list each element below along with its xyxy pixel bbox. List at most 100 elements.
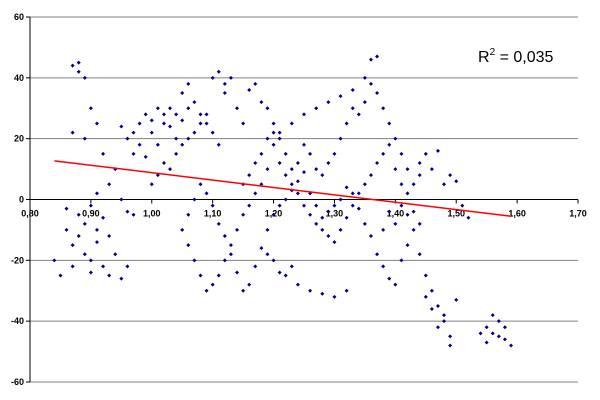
scatter-point (502, 325, 507, 330)
scatter-point (76, 234, 81, 238)
scatter-point (399, 258, 404, 263)
scatter-point (76, 69, 81, 74)
scatter-point (265, 106, 270, 111)
scatter-point (368, 234, 373, 238)
scatter-point (375, 91, 380, 96)
scatter-point (320, 215, 325, 220)
scatter-point (222, 91, 227, 96)
scatter-point (210, 75, 215, 80)
scatter-point (326, 209, 331, 214)
scatter-point (228, 75, 233, 80)
scatter-point (332, 203, 337, 208)
scatter-point (302, 142, 306, 147)
scatter-point (88, 270, 93, 275)
scatter-point (204, 191, 209, 196)
scatter-point (259, 100, 264, 105)
scatter-point (496, 334, 501, 339)
scatter-point (168, 106, 173, 111)
scatter-point (411, 209, 416, 214)
axes (26, 16, 579, 383)
scatter-point (107, 182, 112, 187)
scatter-point (308, 151, 313, 156)
scatter-point (509, 343, 514, 348)
scatter-point (435, 303, 440, 308)
scatter-point (326, 234, 331, 238)
scatter-point (76, 212, 81, 217)
scatter-point (375, 252, 380, 257)
scatter-point (484, 325, 489, 330)
scatter-point (192, 130, 197, 135)
scatter-point (271, 130, 276, 135)
scatter-point (259, 246, 264, 251)
scatter-point (460, 203, 465, 208)
scatter-point (76, 60, 81, 65)
scatter-point (308, 212, 313, 217)
scatter-point (381, 264, 386, 269)
gridlines (30, 16, 578, 383)
ytick-label-0: 60 (14, 12, 24, 22)
ytick-label-4: -20 (11, 255, 24, 265)
scatter-point (149, 118, 154, 123)
scatter-point (381, 227, 386, 232)
scatter-point (344, 121, 349, 126)
scatter-point (387, 121, 392, 126)
scatter-point (302, 203, 306, 208)
scatter-point (356, 112, 361, 117)
scatter-point (356, 206, 361, 211)
scatter-point (289, 121, 294, 126)
scatter-point (247, 203, 252, 208)
scatter-point (235, 106, 240, 111)
scatter-point (496, 319, 501, 324)
data-points (52, 54, 514, 348)
scatter-point (228, 252, 233, 257)
scatter-point (314, 167, 319, 172)
scatter-point (253, 161, 258, 165)
scatter-point (222, 234, 227, 238)
scatter-point (259, 151, 264, 156)
scatter-point (442, 313, 447, 318)
scatter-point (210, 282, 215, 287)
scatter-point (192, 258, 197, 263)
scatter-point (198, 121, 203, 126)
scatter-point (362, 182, 367, 187)
scatter-point (253, 81, 258, 86)
scatter-point (265, 167, 270, 172)
scatter-point (368, 81, 373, 86)
r2-exponent: 2 (490, 47, 496, 58)
tick-labels: 6040200-20-40-600,800,901,001,101,201,30… (11, 12, 587, 387)
scatter-point (320, 173, 325, 178)
scatter-point (235, 270, 240, 275)
scatter-point (387, 142, 392, 147)
scatter-point (204, 121, 209, 126)
ytick-label-3: 0 (19, 195, 24, 205)
scatter-point (448, 334, 453, 339)
scatter-point (277, 270, 282, 275)
scatter-point (204, 112, 209, 117)
scatter-point (143, 112, 148, 117)
scatter-point (101, 215, 106, 220)
scatter-point (125, 136, 130, 141)
scatter-point (417, 252, 422, 257)
scatter-point (174, 136, 179, 141)
scatter-point (125, 209, 130, 214)
scatter-point (283, 151, 288, 156)
scatter-point (161, 121, 166, 126)
scatter-point (362, 75, 367, 80)
scatter-point (283, 173, 288, 178)
scatter-point (368, 173, 373, 178)
scatter-point (356, 191, 361, 196)
scatter-point (119, 197, 124, 202)
scatter-point (289, 182, 294, 187)
scatter-point (168, 124, 173, 129)
scatter-point (52, 258, 57, 263)
scatter-point (82, 136, 87, 141)
r-squared-annotation: R2 = 0,035 (478, 47, 554, 66)
scatter-point (332, 294, 337, 299)
scatter-point (149, 130, 154, 135)
scatter-point (399, 203, 404, 208)
scatter-point (174, 151, 179, 156)
scatter-point (350, 203, 355, 208)
xtick-label-5: 1,30 (326, 209, 344, 219)
scatter-point (216, 273, 221, 278)
scatter-point (429, 167, 434, 172)
